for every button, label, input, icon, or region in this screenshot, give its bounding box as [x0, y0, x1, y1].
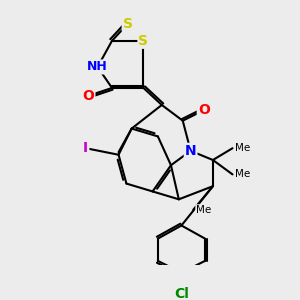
Text: O: O — [198, 103, 210, 117]
Text: N: N — [185, 144, 197, 158]
Text: S: S — [123, 17, 133, 31]
Text: NH: NH — [87, 61, 108, 74]
Text: Me: Me — [196, 205, 211, 215]
Text: I: I — [83, 141, 88, 155]
Text: Cl: Cl — [174, 286, 189, 300]
Text: O: O — [82, 89, 94, 103]
Text: S: S — [138, 34, 148, 48]
Text: Me: Me — [235, 143, 250, 153]
Text: Me: Me — [235, 169, 250, 179]
